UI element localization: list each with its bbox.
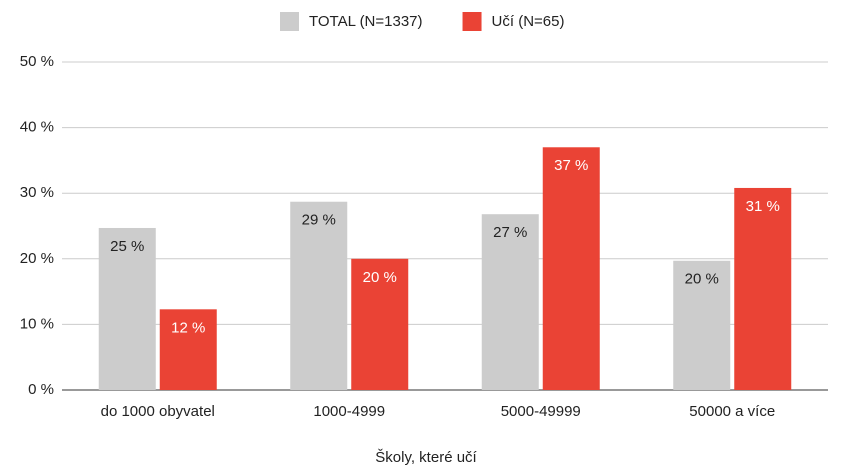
bar <box>734 187 792 390</box>
legend-label: Učí (N=65) <box>492 13 565 30</box>
x-tick-label: do 1000 obyvatel <box>101 403 215 420</box>
legend-label: TOTAL (N=1337) <box>309 13 423 30</box>
value-label: 20 % <box>685 271 719 288</box>
bar <box>673 260 731 390</box>
y-tick-label: 30 % <box>20 184 54 201</box>
value-label: 12 % <box>171 319 205 336</box>
bar <box>290 201 348 390</box>
bar <box>98 227 156 390</box>
bar <box>542 147 600 390</box>
value-label: 31 % <box>746 198 780 215</box>
value-label: 29 % <box>302 212 336 229</box>
value-label: 25 % <box>110 238 144 255</box>
y-tick-label: 50 % <box>20 53 54 70</box>
x-tick-label: 50000 a více <box>689 403 775 420</box>
value-label: 20 % <box>363 269 397 286</box>
y-tick-label: 20 % <box>20 250 54 267</box>
x-tick-label: 5000-49999 <box>501 403 581 420</box>
legend-swatch <box>280 12 299 31</box>
bar <box>481 214 539 390</box>
bar <box>159 309 217 390</box>
y-tick-label: 40 % <box>20 119 54 136</box>
y-tick-label: 0 % <box>28 381 54 398</box>
y-tick-label: 10 % <box>20 315 54 332</box>
x-axis-title: Školy, které učí <box>375 449 477 466</box>
value-label: 37 % <box>554 157 588 174</box>
value-label: 27 % <box>493 224 527 241</box>
bar <box>351 258 409 390</box>
legend-swatch <box>462 12 482 31</box>
x-tick-label: 1000-4999 <box>313 403 385 420</box>
